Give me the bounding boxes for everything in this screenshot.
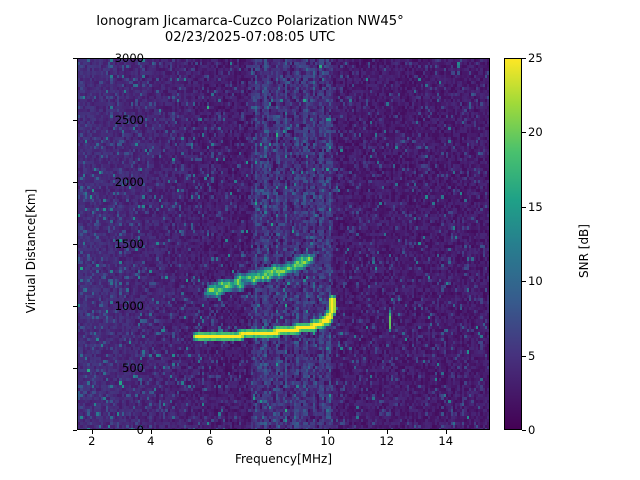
y-tick-label: 2000 [114, 175, 144, 189]
colorbar-tick-label: 20 [528, 125, 543, 140]
colorbar-label: SNR [dB] [577, 224, 591, 278]
y-axis-label: Virtual Distance[Km] [24, 188, 38, 314]
colorbar-tick-label: 15 [528, 199, 543, 214]
colorbar-tick-label: 0 [528, 423, 536, 437]
ionogram-heatmap [78, 59, 489, 429]
x-tick-label: 2 [88, 434, 96, 448]
colorbar-tick-mark [522, 206, 526, 208]
colorbar [504, 58, 522, 430]
y-tick-label: 1000 [114, 299, 144, 313]
y-tick-mark [73, 58, 77, 59]
x-tick-mark [150, 430, 152, 434]
colorbar-tick-mark [522, 58, 526, 59]
colorbar-gradient [505, 59, 521, 429]
y-tick-label: 0 [136, 423, 144, 437]
x-tick-label: 6 [206, 434, 214, 448]
y-tick-label: 500 [122, 361, 144, 375]
y-tick-label: 1500 [114, 237, 144, 251]
x-tick-label: 12 [379, 434, 395, 448]
y-tick-mark [73, 368, 77, 369]
x-tick-mark [445, 430, 447, 434]
colorbar-tick-label: 25 [528, 51, 543, 65]
x-tick-mark [327, 430, 329, 434]
y-tick-label: 2500 [114, 113, 144, 127]
x-tick-mark [209, 430, 211, 434]
x-tick-mark [386, 430, 388, 434]
x-tick-mark [91, 430, 93, 434]
x-tick-label: 10 [320, 434, 336, 448]
colorbar-tick-mark [522, 132, 526, 134]
y-tick-mark [73, 244, 77, 245]
colorbar-tick-mark [522, 430, 526, 431]
x-tick-label: 14 [438, 434, 454, 448]
y-tick-mark [73, 430, 77, 431]
x-tick-mark [268, 430, 270, 434]
plot-area [77, 58, 490, 430]
y-tick-mark [73, 120, 77, 121]
x-tick-label: 8 [265, 434, 273, 448]
colorbar-tick-mark [522, 355, 526, 357]
colorbar-tick-mark [522, 281, 526, 283]
x-tick-label: 4 [147, 434, 155, 448]
y-tick-mark [73, 182, 77, 183]
y-tick-mark [73, 306, 77, 307]
chart-title: Ionogram Jicamarca-Cuzco Polarization NW… [96, 14, 404, 45]
y-tick-label: 3000 [114, 51, 144, 65]
x-axis-label: Frequency[MHz] [234, 452, 333, 466]
colorbar-tick-label: 10 [528, 274, 543, 289]
colorbar-tick-label: 5 [528, 348, 536, 363]
